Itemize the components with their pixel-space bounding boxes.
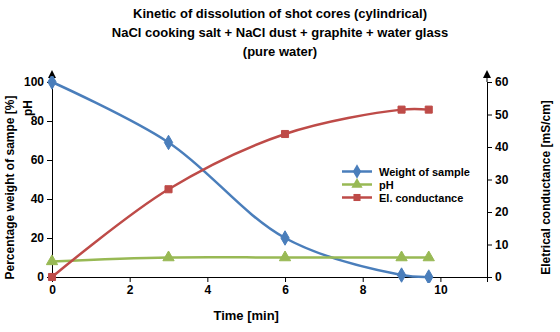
point xyxy=(164,135,172,149)
axis-line xyxy=(488,83,493,278)
tick-label: 0 xyxy=(37,270,44,284)
legend-label: Weight of sample xyxy=(379,166,470,178)
tick: 6 xyxy=(282,277,289,297)
tick-label: 100 xyxy=(24,75,44,89)
y-axis-label: Percentage weight of sampe [%] xyxy=(3,95,17,279)
point xyxy=(46,255,57,265)
point xyxy=(397,268,405,282)
point xyxy=(281,231,289,245)
x-axis-label: Time [min] xyxy=(213,308,279,323)
axis-arrow xyxy=(483,70,491,78)
tick: 4 xyxy=(205,277,212,297)
tick-mark xyxy=(47,160,52,161)
tick-label: 6 xyxy=(282,283,289,297)
point xyxy=(48,76,56,89)
tick-mark xyxy=(487,82,492,83)
title: NaCl cooking salt + NaCl dust + graphite… xyxy=(112,25,448,40)
tick-mark xyxy=(285,277,286,282)
point xyxy=(163,251,174,261)
tick-label: 60 xyxy=(31,153,45,167)
legend-label: pH xyxy=(379,179,394,191)
x-axis: 0 2 4 6 8 10 xyxy=(49,277,487,297)
tick-label: 60 xyxy=(495,75,509,89)
tick: 10 xyxy=(434,277,448,297)
tick-mark xyxy=(487,180,492,181)
tick: 60 xyxy=(31,153,52,167)
point xyxy=(398,106,405,113)
tick-label: 10 xyxy=(434,283,448,297)
series-line xyxy=(52,109,429,277)
point xyxy=(396,251,407,261)
tick-label: 4 xyxy=(205,283,212,297)
y-axis-label: pH xyxy=(21,100,35,116)
point xyxy=(279,251,290,261)
tick-mark xyxy=(487,115,492,116)
tick-mark xyxy=(363,277,364,282)
legend-marker xyxy=(353,194,360,201)
point xyxy=(425,270,433,283)
point xyxy=(281,130,288,137)
tick-mark xyxy=(47,199,52,200)
tick: 2 xyxy=(127,277,134,297)
tick-mark xyxy=(487,212,492,213)
data-layer xyxy=(46,76,434,283)
legend-entry: El. conductance xyxy=(342,192,463,204)
tick: 8 xyxy=(360,277,367,297)
legend-entry: pH xyxy=(342,178,394,191)
y2-axis-label: Eletrical conductance [mS/cm] xyxy=(539,100,553,275)
legend-marker xyxy=(353,164,361,178)
y2-axis: 0 10 20 30 40 50 60 xyxy=(487,75,509,284)
axis-line xyxy=(47,83,53,278)
tick: 20 xyxy=(487,205,509,219)
point xyxy=(423,251,434,261)
tick-mark xyxy=(47,238,52,239)
tick-mark xyxy=(47,121,52,122)
tick-mark xyxy=(130,277,131,282)
tick-label: 8 xyxy=(360,283,367,297)
tick: 0 xyxy=(487,270,502,284)
tick-label: 40 xyxy=(31,192,45,206)
tick-label: 2 xyxy=(127,283,134,297)
tick-mark xyxy=(440,277,441,282)
tick: 50 xyxy=(487,108,509,122)
tick: 40 xyxy=(487,140,509,154)
plot-area: 02468100204060801000102030405060Weight o… xyxy=(24,70,509,297)
point xyxy=(48,273,55,280)
series-line xyxy=(52,82,429,277)
tick-mark xyxy=(207,277,208,282)
legend: Weight of samplepHEl. conductance xyxy=(342,164,470,203)
point xyxy=(165,186,172,193)
tick: 40 xyxy=(31,192,52,206)
tick-label: 0 xyxy=(495,270,502,284)
tick: 10 xyxy=(487,238,509,252)
tick-label: 50 xyxy=(495,108,509,122)
title: (pure water) xyxy=(243,44,317,59)
tick-label: 10 xyxy=(495,238,509,252)
series-line xyxy=(52,257,429,261)
tick-label: 20 xyxy=(495,205,509,219)
tick-label: 30 xyxy=(495,173,509,187)
tick: 20 xyxy=(31,231,52,245)
legend-label: El. conductance xyxy=(379,192,463,204)
legend-marker xyxy=(351,178,362,188)
tick-mark xyxy=(487,245,492,246)
tick-mark xyxy=(487,147,492,148)
point xyxy=(425,106,432,113)
legend-entry: Weight of sample xyxy=(342,164,470,178)
tick-label: 0 xyxy=(49,283,56,297)
chart: Kinetic of dissolution of shot cores (cy… xyxy=(0,0,560,332)
tick-label: 20 xyxy=(31,231,45,245)
tick-mark xyxy=(487,277,492,278)
tick: 30 xyxy=(487,173,509,187)
tick-label: 40 xyxy=(495,140,509,154)
title: Kinetic of dissolution of shot cores (cy… xyxy=(133,6,427,21)
